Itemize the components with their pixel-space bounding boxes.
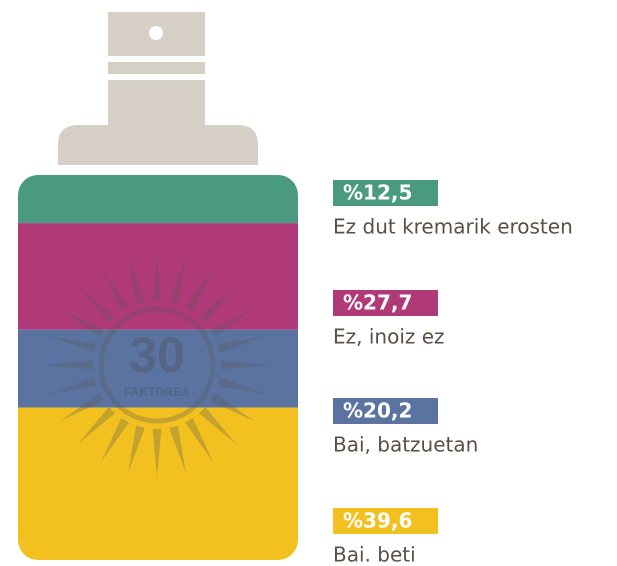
value-label: %39,6 xyxy=(343,509,412,533)
cap-neck xyxy=(108,80,205,125)
nozzle xyxy=(149,26,163,40)
value-label: %27,7 xyxy=(343,291,412,315)
shoulder xyxy=(58,125,258,165)
category-label: Ez dut kremarik erosten xyxy=(333,215,573,239)
sun-logo: 30 FAKTOREA xyxy=(45,253,269,477)
logo-number: 30 xyxy=(129,327,185,383)
value-label: %12,5 xyxy=(343,181,412,205)
category-label: Bai, batzuetan xyxy=(333,433,478,457)
bar-segment xyxy=(18,175,298,223)
cap-band xyxy=(108,62,205,74)
chart: 30 FAKTOREA %12,5 Ez dut kremarik erosten%… xyxy=(0,0,617,562)
logo-text: FAKTOREA xyxy=(124,385,190,399)
value-label: %20,2 xyxy=(343,399,412,423)
legend: %12,5 Ez dut kremarik erosten %27,7 Ez, ino… xyxy=(333,180,573,562)
category-label: Bai. beti xyxy=(333,543,416,563)
category-label: Ez, inoiz ez xyxy=(333,325,445,349)
spray-cap xyxy=(58,12,258,165)
